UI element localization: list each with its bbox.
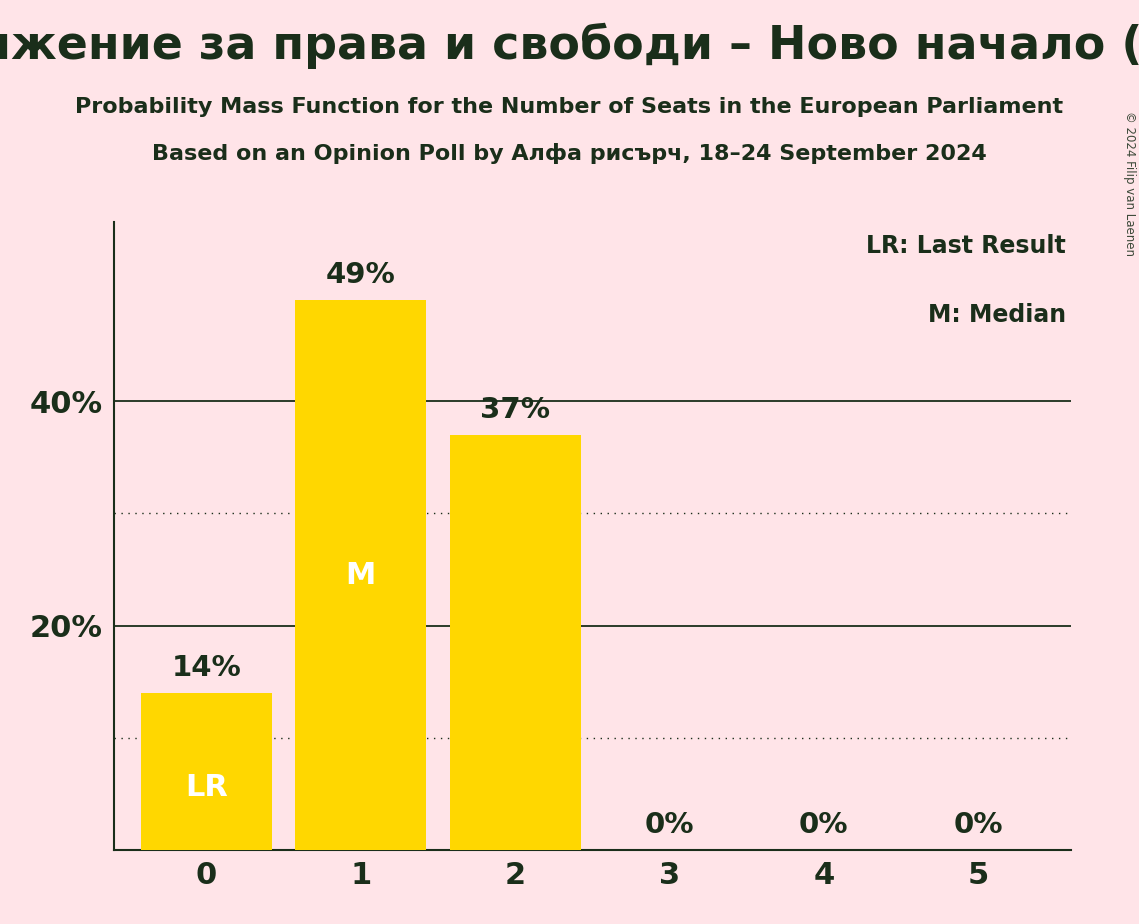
Text: © 2024 Filip van Laenen: © 2024 Filip van Laenen — [1123, 111, 1136, 256]
Text: Probability Mass Function for the Number of Seats in the European Parliament: Probability Mass Function for the Number… — [75, 97, 1064, 117]
Text: Based on an Opinion Poll by Алфа рисърч, 18–24 September 2024: Based on an Opinion Poll by Алфа рисърч,… — [153, 143, 986, 164]
Text: M: M — [345, 561, 376, 590]
Bar — [141, 693, 272, 850]
Text: LR: LR — [185, 772, 228, 802]
Text: M: Median: M: Median — [928, 303, 1066, 327]
Text: 37%: 37% — [481, 395, 550, 424]
Text: Движение за права и свободи – Ново начало (RE): Движение за права и свободи – Ново начал… — [0, 23, 1139, 69]
Text: LR: Last Result: LR: Last Result — [866, 235, 1066, 259]
Text: 14%: 14% — [172, 654, 241, 682]
Bar — [450, 435, 581, 850]
Text: 49%: 49% — [326, 261, 395, 289]
Text: 0%: 0% — [798, 811, 849, 839]
Text: 0%: 0% — [953, 811, 1002, 839]
Text: 0%: 0% — [645, 811, 694, 839]
Bar — [295, 300, 426, 850]
